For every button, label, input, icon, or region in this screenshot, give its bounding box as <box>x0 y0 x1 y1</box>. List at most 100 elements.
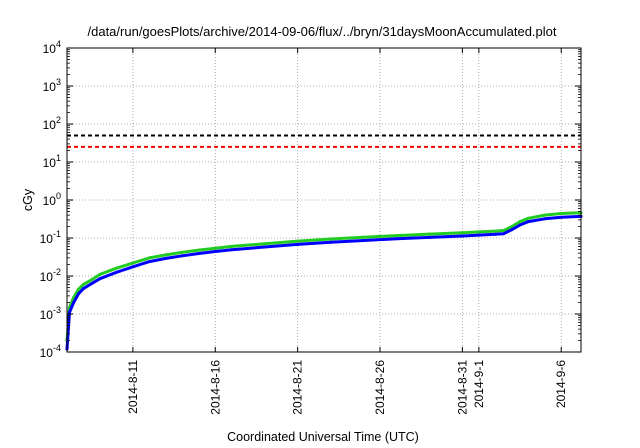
y-tick-exponent: -2 <box>53 267 61 277</box>
data-point <box>526 220 530 224</box>
y-tick-label: 10-4 <box>40 343 61 360</box>
grid <box>67 48 581 352</box>
data-point <box>329 240 333 244</box>
y-tick-base: 10 <box>40 346 54 360</box>
x-axis-label: Coordinated Universal Time (UTC) <box>227 430 419 444</box>
data-point <box>197 252 201 255</box>
y-tick-exponent: 3 <box>56 77 61 87</box>
y-tick-label: 100 <box>43 191 61 208</box>
data-point <box>230 244 234 248</box>
data-point <box>543 213 547 217</box>
x-tick-label: 2014-9-6 <box>554 360 568 408</box>
data-point <box>543 217 547 221</box>
data-point <box>213 250 217 253</box>
data-point <box>90 282 94 286</box>
data-point <box>395 234 398 238</box>
data-point <box>77 292 80 296</box>
data-point <box>329 237 333 241</box>
data-point <box>493 229 497 233</box>
data-series <box>65 211 583 351</box>
data-point <box>477 233 481 237</box>
x-tick-label: 2014-8-16 <box>208 360 222 415</box>
y-tick-exponent: 0 <box>56 191 61 201</box>
data-point <box>510 225 514 229</box>
y-tick-base: 10 <box>40 270 54 284</box>
y-tick-base: 10 <box>43 118 57 132</box>
data-point <box>82 282 85 286</box>
data-point <box>526 216 530 220</box>
x-tick-label: 2014-8-26 <box>373 360 387 415</box>
y-tick-label: 104 <box>43 39 61 56</box>
y-tick-exponent: -1 <box>53 229 61 239</box>
x-tick-label: 2014-9-1 <box>472 360 486 408</box>
data-point <box>114 270 118 274</box>
x-tick-label: 2014-8-21 <box>291 360 305 415</box>
y-tick-base: 10 <box>43 194 57 208</box>
y-tick-exponent: 1 <box>56 153 61 163</box>
data-point <box>362 239 365 242</box>
y-tick-label: 10-3 <box>40 305 61 322</box>
data-point <box>460 231 464 235</box>
data-point <box>164 256 168 260</box>
data-point <box>180 250 184 254</box>
x-tick-label: 2014-8-31 <box>455 360 469 415</box>
y-axis-label: cGy <box>21 188 35 211</box>
data-point <box>263 242 267 246</box>
y-tick-base: 10 <box>40 232 54 246</box>
data-point <box>131 265 135 269</box>
data-point <box>230 248 234 252</box>
data-point <box>477 230 481 234</box>
data-point <box>164 253 168 257</box>
data-point <box>213 246 217 250</box>
y-tick-exponent: 2 <box>56 115 61 125</box>
y-tick-exponent: 4 <box>56 39 61 49</box>
data-point <box>90 278 94 282</box>
data-point <box>77 287 80 291</box>
data-point <box>518 220 522 224</box>
data-point <box>362 235 365 239</box>
y-tick-base: 10 <box>43 80 57 94</box>
data-point <box>180 254 184 258</box>
data-point <box>460 234 464 238</box>
data-point <box>197 248 201 252</box>
data-point <box>296 239 300 243</box>
y-tick-label: 10-2 <box>40 267 61 284</box>
data-point <box>510 228 514 232</box>
chart-title: /data/run/goesPlots/archive/2014-09-06/f… <box>88 24 557 39</box>
threshold-lines <box>67 134 581 148</box>
data-point <box>98 272 102 276</box>
axes: 2014-8-11 2014-8-16 2014-8-21 2014-8-26 2014… <box>40 39 581 415</box>
y-tick-exponent: -4 <box>53 343 61 353</box>
y-tick-exponent: -3 <box>53 305 61 315</box>
y-tick-base: 10 <box>43 156 57 170</box>
y-tick-label: 101 <box>43 153 61 170</box>
data-point <box>296 242 300 246</box>
data-point <box>147 260 151 264</box>
data-point <box>559 212 563 215</box>
data-point <box>72 301 76 305</box>
data-point <box>114 266 118 270</box>
data-point <box>263 245 267 249</box>
y-tick-base: 10 <box>43 42 57 56</box>
data-point <box>131 261 135 265</box>
data-point <box>502 229 506 232</box>
data-point <box>427 235 431 239</box>
data-point <box>395 237 398 241</box>
data-point <box>493 232 497 236</box>
data-point <box>518 223 522 227</box>
y-tick-label: 102 <box>43 115 61 132</box>
data-point <box>427 232 431 236</box>
data-point <box>98 277 102 281</box>
plot-frame <box>66 47 582 353</box>
y-tick-label: 10-1 <box>40 229 61 246</box>
data-point <box>82 287 85 290</box>
data-point <box>502 232 506 236</box>
y-tick-label: 103 <box>43 77 61 94</box>
data-point <box>68 310 71 314</box>
x-tick-label: 2014-8-11 <box>126 360 140 414</box>
data-point <box>559 215 563 219</box>
series-line <box>65 214 583 351</box>
y-tick-base: 10 <box>40 308 54 322</box>
data-point <box>147 256 151 260</box>
